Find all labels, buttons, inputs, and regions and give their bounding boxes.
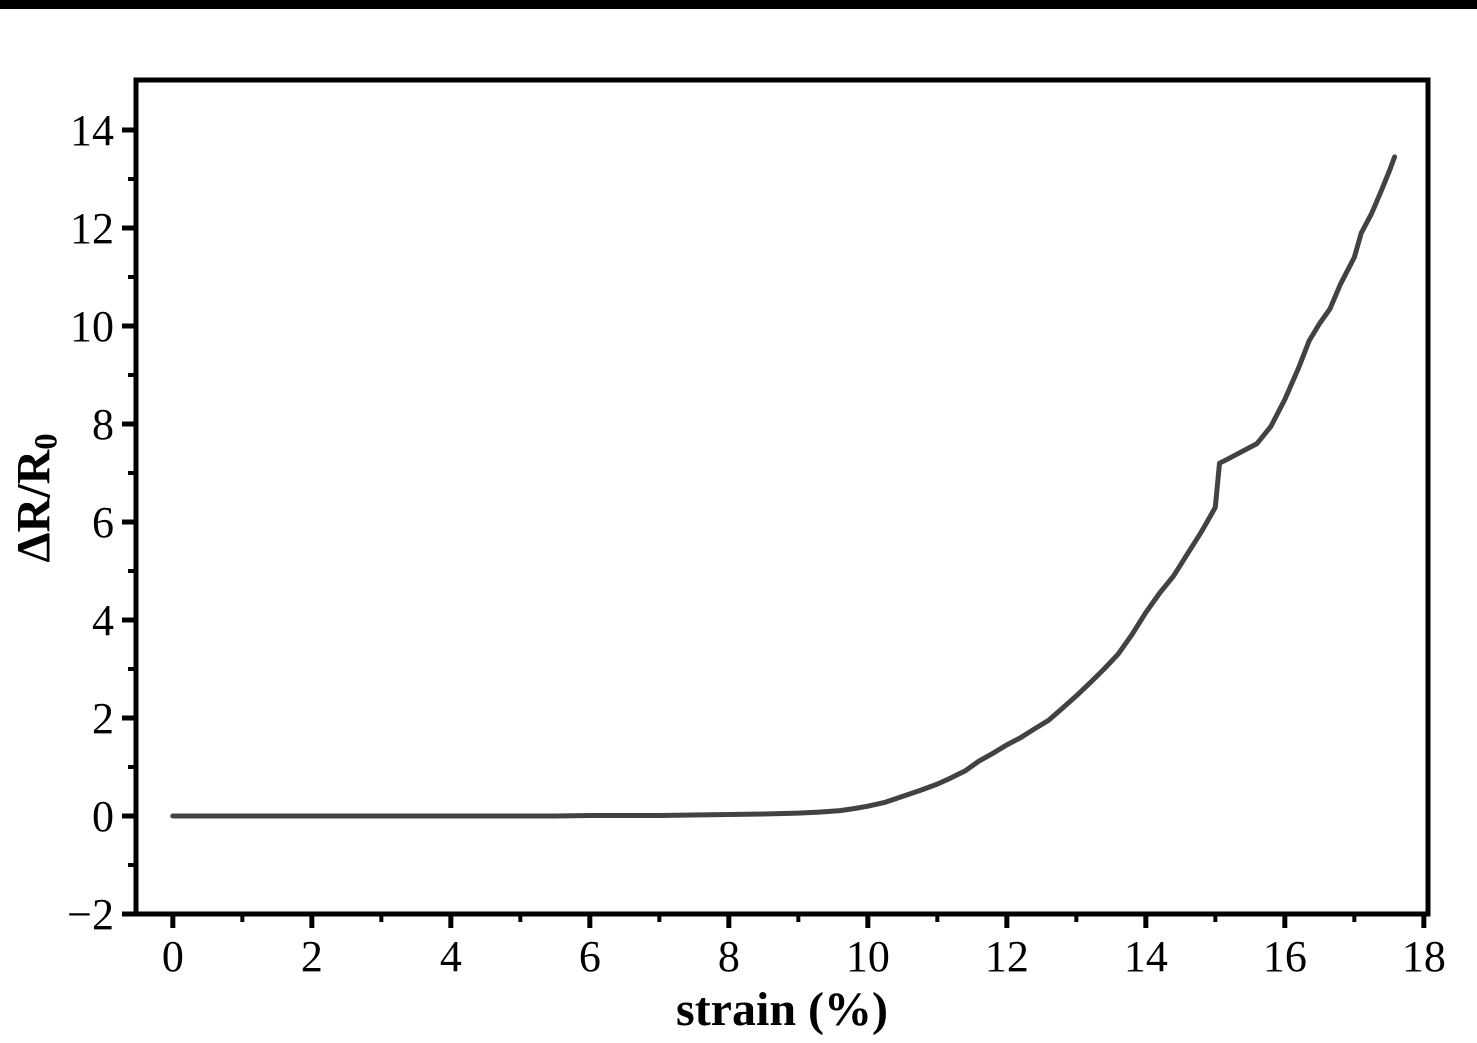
x-tick-label: 16 bbox=[1263, 932, 1307, 981]
x-tick-label: 4 bbox=[440, 932, 462, 981]
x-tick-label: 0 bbox=[162, 932, 184, 981]
x-tick-label: 12 bbox=[985, 932, 1029, 981]
y-tick-label: 12 bbox=[70, 204, 114, 253]
top-bar bbox=[0, 0, 1477, 9]
x-tick-label: 6 bbox=[579, 932, 601, 981]
y-tick-label: 8 bbox=[92, 400, 114, 449]
x-axis-label: strain (%) bbox=[676, 983, 888, 1036]
y-tick-label: −2 bbox=[67, 890, 114, 939]
y-axis-label-main: ΔR/R bbox=[7, 449, 61, 563]
y-axis-label: ΔR/R0 bbox=[6, 433, 65, 562]
y-tick-label: 14 bbox=[70, 106, 114, 155]
y-tick-label: 0 bbox=[92, 792, 114, 841]
x-tick-label: 2 bbox=[301, 932, 323, 981]
y-axis-label-sub: 0 bbox=[28, 433, 65, 450]
plot-frame bbox=[133, 77, 1431, 917]
y-tick-label: 4 bbox=[92, 596, 114, 645]
data-line bbox=[170, 154, 1398, 819]
y-tick-label: 10 bbox=[70, 302, 114, 351]
y-tick-label: 2 bbox=[92, 694, 114, 743]
x-tick-label: 18 bbox=[1402, 932, 1446, 981]
x-tick-label: 14 bbox=[1124, 932, 1168, 981]
y-tick-label: 6 bbox=[92, 498, 114, 547]
x-tick-label: 8 bbox=[718, 932, 740, 981]
x-tick-label: 10 bbox=[846, 932, 890, 981]
